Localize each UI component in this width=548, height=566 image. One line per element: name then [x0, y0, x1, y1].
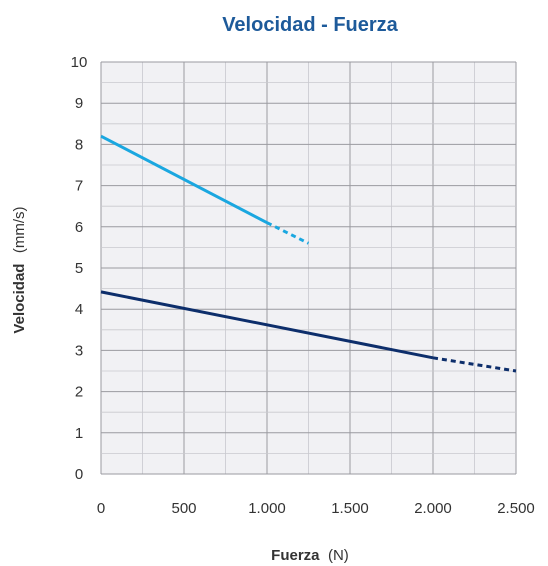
x-axis-label-main: Fuerza	[271, 547, 320, 564]
x-tick-label: 1.500	[331, 500, 369, 517]
y-tick-label: 1	[75, 425, 83, 442]
chart-title: Velocidad - Fuerza	[222, 14, 398, 36]
series-1-line-solid	[100, 134, 268, 225]
series-1	[100, 134, 310, 245]
y-tick-label: 9	[75, 95, 83, 112]
series-layer	[100, 134, 517, 373]
series-2-line-solid	[100, 290, 434, 360]
x-tick-label: 0	[97, 500, 105, 517]
y-tick-label: 3	[75, 342, 83, 359]
x-tick-label: 2.000	[414, 500, 452, 517]
x-axis-label-unit: (N)	[328, 547, 349, 564]
y-axis-ticks: 0 1 2 3 4 5 6 7 8 9 10	[71, 54, 88, 483]
series-1-line-dashed	[266, 221, 310, 245]
y-tick-label: 10	[71, 54, 88, 71]
y-tick-label: 7	[75, 178, 83, 195]
y-axis-label-main: Velocidad	[11, 264, 28, 334]
x-tick-label: 2.500	[497, 500, 535, 517]
y-tick-label: 6	[75, 219, 83, 236]
y-tick-label: 2	[75, 384, 83, 401]
x-axis-label: Fuerza (N)	[271, 547, 349, 564]
y-tick-label: 5	[75, 260, 83, 277]
y-axis-label: Velocidad (mm/s)	[11, 206, 28, 333]
grid	[100, 61, 517, 475]
y-tick-label: 8	[75, 136, 83, 153]
series-2	[100, 290, 517, 373]
x-tick-label: 1.000	[248, 500, 286, 517]
y-axis-label-unit: (mm/s)	[11, 206, 28, 253]
y-tick-label: 4	[75, 301, 83, 318]
x-tick-label: 500	[171, 500, 196, 517]
x-axis-ticks: 0 500 1.000 1.500 2.000 2.500	[97, 500, 535, 517]
y-tick-label: 0	[75, 466, 83, 483]
